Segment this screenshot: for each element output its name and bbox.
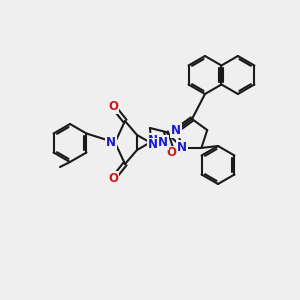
Text: N: N [177, 141, 187, 154]
Text: O: O [108, 100, 118, 113]
Text: O: O [166, 146, 176, 160]
Text: N: N [171, 124, 181, 136]
Text: N: N [158, 136, 168, 149]
Text: N: N [148, 139, 158, 152]
Text: N: N [106, 136, 116, 149]
Text: O: O [108, 172, 118, 184]
Text: N: N [148, 134, 158, 146]
